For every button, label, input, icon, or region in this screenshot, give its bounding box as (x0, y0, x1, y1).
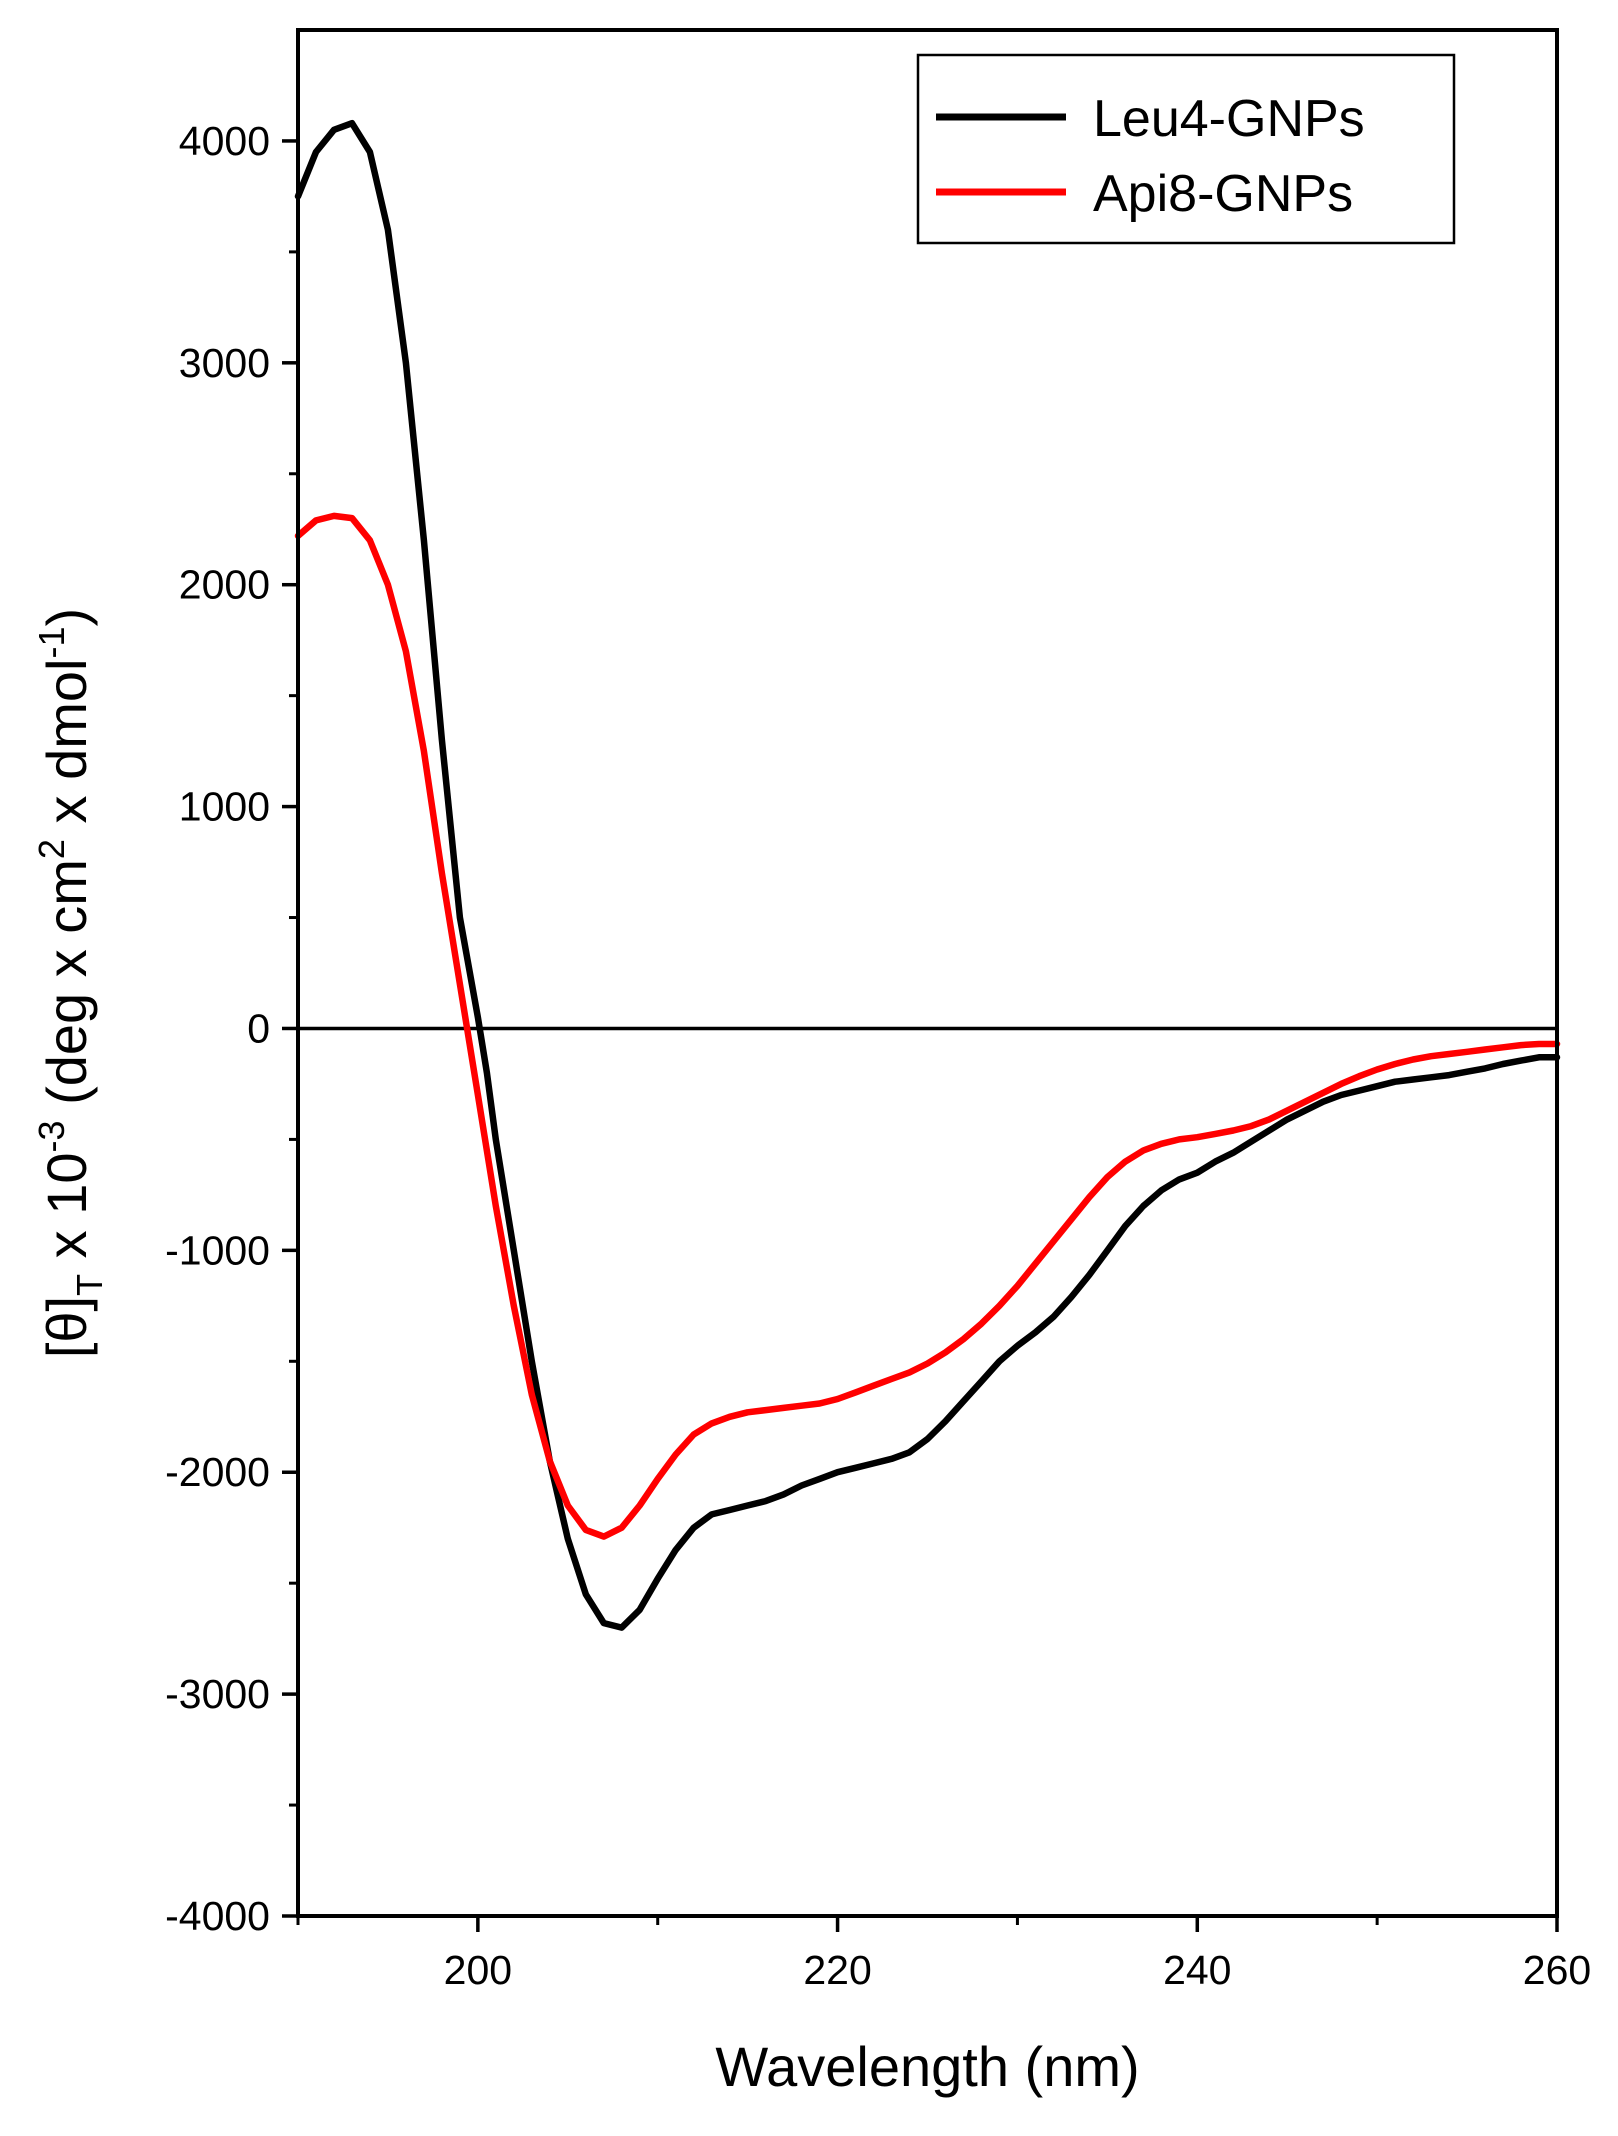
y-title-sub: T (69, 1274, 110, 1296)
x-tick-label: 260 (1523, 1947, 1591, 1993)
x-tick-label: 200 (444, 1947, 512, 1993)
y-tick-label: 2000 (179, 562, 270, 608)
y-axis-title: [θ]T x 10-3 (deg x cm2 x dmol-1) (31, 608, 110, 1358)
plot-frame (296, 28, 1559, 1918)
y-title-unit-a: (deg x cm (35, 859, 98, 1120)
legend-label-api8-gnps: Api8-GNPs (1093, 165, 1353, 223)
legend-label-leu4-gnps: Leu4-GNPs (1093, 90, 1365, 148)
x-tick-label: 240 (1163, 1947, 1231, 1993)
y-tick-label: 1000 (179, 784, 270, 830)
series-line-leu4-gnps (294, 119, 1561, 1631)
y-title-exp1: -3 (31, 1120, 72, 1152)
y-title-exp2: 2 (31, 839, 72, 859)
y-tick-label: -1000 (165, 1227, 270, 1273)
y-title-base: [θ] (35, 1296, 98, 1358)
x-axis-title: Wavelength (nm) (715, 2035, 1139, 2098)
ticks-layer: 200 220 240 260 -4000 -3000 -2000 -1000 0 1000 200… (165, 118, 1591, 1993)
series-layer (294, 119, 1561, 1631)
y-tick-label: -3000 (165, 1671, 270, 1717)
y-tick-label: -2000 (165, 1449, 270, 1495)
legend: Leu4-GNPs Api8-GNPs (916, 53, 1456, 245)
y-tick-label: 4000 (179, 118, 270, 164)
y-title-unit-c: ) (35, 608, 98, 627)
y-title-mid: x 10 (35, 1152, 98, 1273)
legend-box (916, 53, 1456, 245)
y-tick-label: -4000 (165, 1893, 270, 1939)
y-title-exp3: -1 (31, 627, 72, 659)
y-title-unit-b: x dmol (35, 659, 98, 840)
y-tick-label: 0 (247, 1005, 270, 1051)
y-tick-label: 3000 (179, 340, 270, 386)
series-line-api8-gnps (294, 512, 1561, 1540)
x-tick-label: 220 (803, 1947, 871, 1993)
